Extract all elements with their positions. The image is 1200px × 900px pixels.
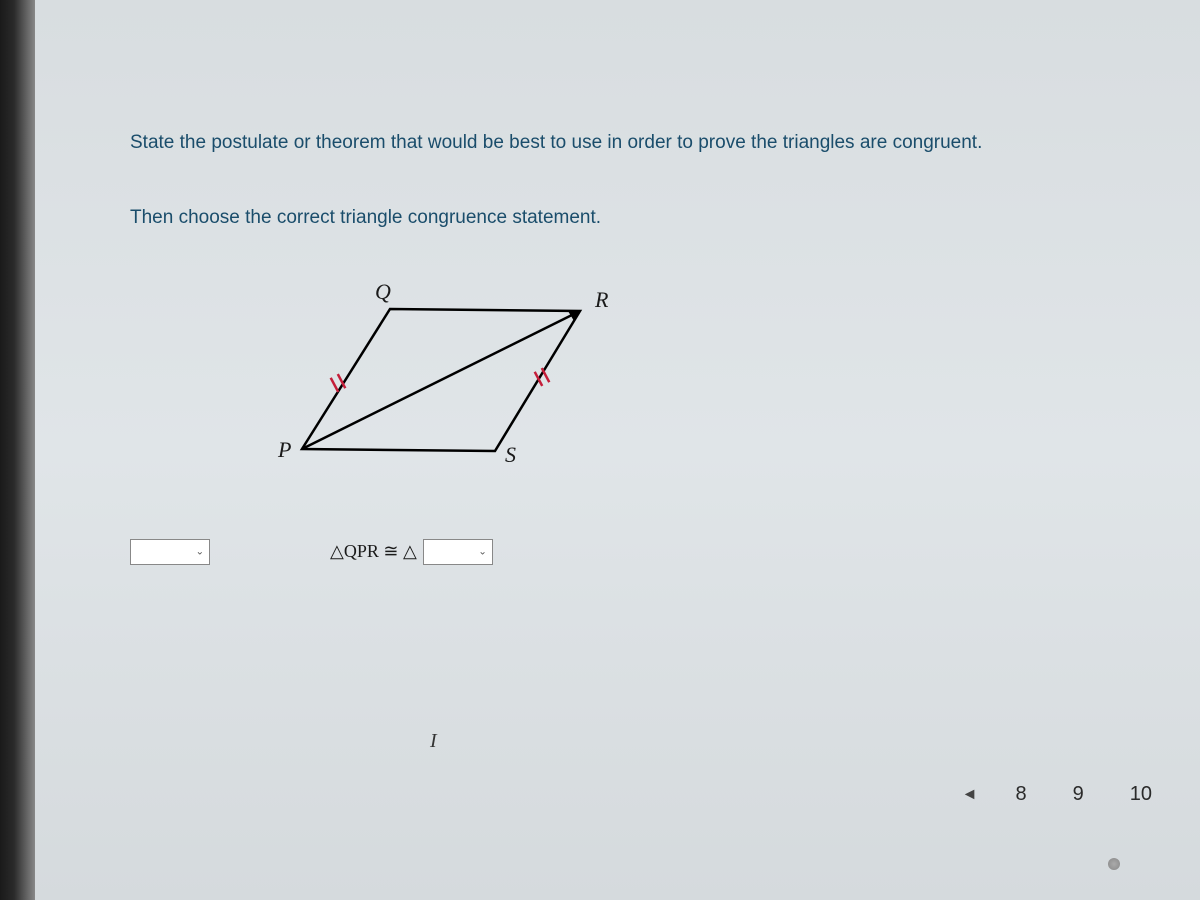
triangle-dropdown-wrapper: ⌄ [423, 539, 493, 565]
prev-page-arrow[interactable]: ◄ [962, 786, 978, 804]
vertex-label-s: S [505, 442, 516, 468]
page-number-8[interactable]: 8 [1008, 779, 1035, 810]
question-line-1: State the postulate or theorem that woul… [130, 130, 1140, 157]
question-content: State the postulate or theorem that woul… [130, 130, 1140, 565]
window-left-edge [0, 0, 35, 900]
triangle-dropdown[interactable] [423, 539, 493, 565]
geometry-diagram: Q R P S [220, 279, 670, 479]
congruence-prefix: △QPR ≅ △ [330, 541, 417, 562]
vertex-label-q: Q [375, 279, 391, 305]
question-line-2: Then choose the correct triangle congrue… [130, 207, 1140, 229]
congruence-statement: △QPR ≅ △ ⌄ [330, 539, 493, 565]
scroll-indicator-icon [1108, 858, 1120, 870]
postulate-dropdown-wrapper: ⌄ [130, 539, 210, 565]
vertex-label-p: P [278, 437, 291, 463]
tick-mark-qp [331, 374, 346, 392]
postulate-dropdown[interactable] [130, 539, 210, 565]
answer-row: ⌄ △QPR ≅ △ ⌄ [130, 539, 1140, 565]
page-number-9[interactable]: 9 [1065, 779, 1092, 810]
page-number-10[interactable]: 10 [1122, 779, 1160, 810]
vertex-label-r: R [595, 287, 608, 313]
text-cursor: I [430, 730, 437, 753]
pagination-nav: ◄ 8 9 10 [962, 779, 1160, 810]
